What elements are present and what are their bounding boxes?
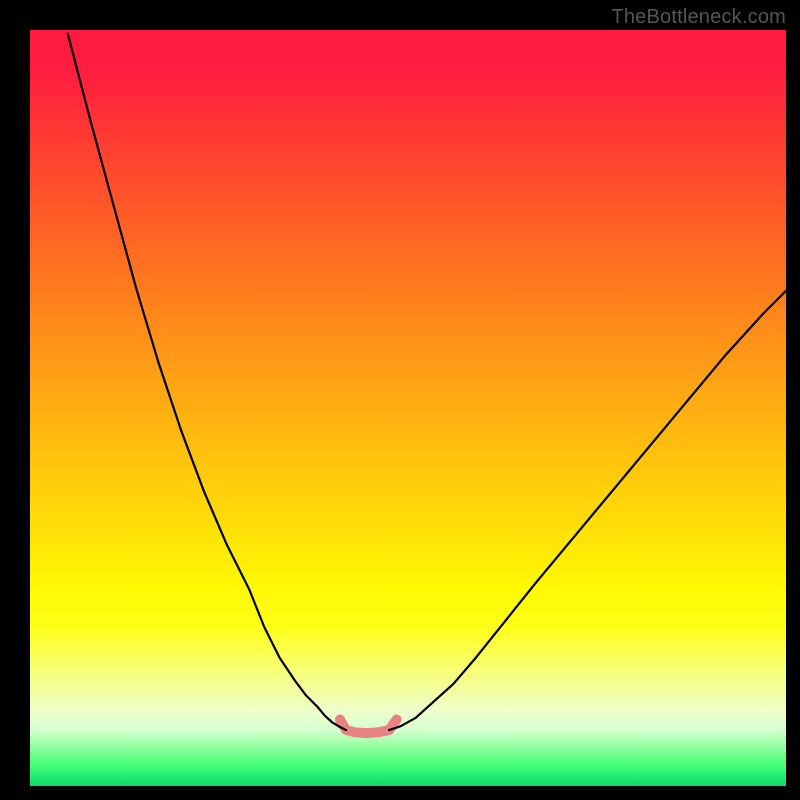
gradient-background: [30, 30, 786, 786]
plot-area: [30, 30, 786, 786]
watermark-text: TheBottleneck.com: [611, 6, 786, 29]
chart-svg: [30, 30, 786, 786]
